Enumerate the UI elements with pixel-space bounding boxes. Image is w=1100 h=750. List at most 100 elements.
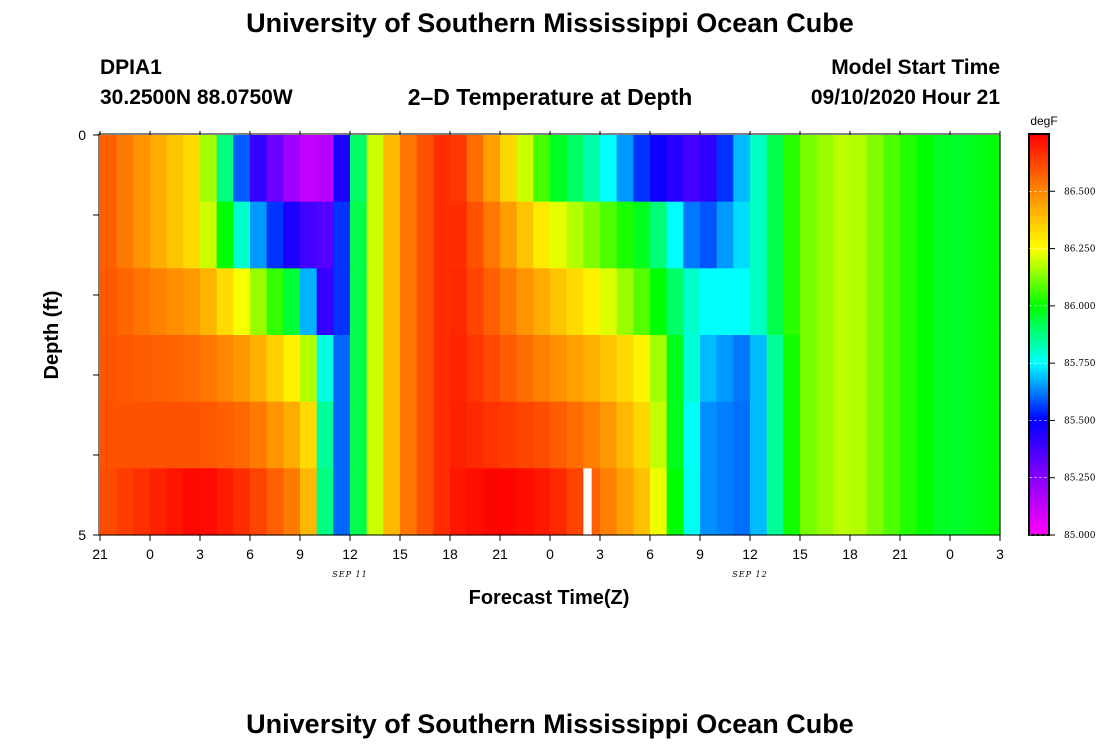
heatmap-cell: [300, 201, 318, 269]
station-id: DPIA1: [100, 56, 162, 79]
x-tick-label: 6: [646, 546, 654, 562]
heatmap-cell: [116, 201, 134, 269]
heatmap-cell: [433, 135, 451, 203]
heatmap-cell: [333, 401, 351, 469]
heatmap-cell: [550, 401, 568, 469]
heatmap-cell: [266, 335, 284, 403]
heatmap-cell: [616, 468, 634, 536]
heatmap-cell: [933, 268, 951, 336]
heatmap-cell: [500, 135, 518, 203]
heatmap-cell: [533, 268, 551, 336]
heatmap-cell: [283, 468, 301, 536]
heatmap-cell: [133, 268, 151, 336]
heatmap-cell: [600, 268, 618, 336]
heatmap-cell: [333, 468, 351, 536]
heatmap-cell: [966, 401, 984, 469]
heatmap-cell: [116, 468, 134, 536]
heatmap-cell: [833, 401, 851, 469]
heatmap-cell: [400, 268, 418, 336]
heatmap-cell: [850, 268, 868, 336]
heatmap-cell: [933, 135, 951, 203]
heatmap-cell: [816, 268, 834, 336]
heatmap-cell: [300, 468, 318, 536]
heatmap-cell: [583, 268, 601, 336]
heatmap-cell: [866, 468, 884, 536]
heatmap-cell: [733, 401, 751, 469]
heatmap-cell: [616, 135, 634, 203]
heatmap-cell: [900, 135, 918, 203]
heatmap-cell: [783, 468, 801, 536]
heatmap-cell: [583, 201, 601, 269]
colorbar-tick-label: 85.000: [1064, 531, 1096, 541]
x-date-label: SEP 12: [732, 570, 767, 579]
heatmap-cell: [766, 135, 784, 203]
heatmap-cell: [166, 335, 184, 403]
heatmap-cell: [300, 135, 318, 203]
heatmap-cell: [400, 201, 418, 269]
heatmap-cell: [333, 135, 351, 203]
heatmap-cell: [650, 268, 668, 336]
heatmap-cell: [733, 135, 751, 203]
heatmap-cell: [666, 135, 684, 203]
model-start-label: Model Start Time: [831, 56, 1000, 79]
heatmap-cell: [750, 268, 768, 336]
heatmap-cell: [233, 268, 251, 336]
heatmap-cell: [883, 135, 901, 203]
heatmap-cell: [316, 335, 334, 403]
heatmap-cell: [833, 201, 851, 269]
heatmap-cell: [566, 468, 584, 536]
x-tick-label: 21: [492, 546, 508, 562]
heatmap-cell: [366, 468, 384, 536]
heatmap-cell: [200, 201, 218, 269]
colorbar-unit: degF: [1030, 114, 1057, 128]
heatmap-cell: [650, 335, 668, 403]
heatmap-cell: [150, 135, 168, 203]
x-tick-label: 3: [996, 546, 1004, 562]
heatmap-cell: [600, 201, 618, 269]
heatmap-cell: [716, 335, 734, 403]
heatmap-cell: [550, 201, 568, 269]
heatmap-cell: [483, 401, 501, 469]
heatmap-cell: [516, 201, 534, 269]
heatmap-cell: [533, 201, 551, 269]
heatmap-cell: [250, 401, 268, 469]
heatmap-cell: [466, 135, 484, 203]
heatmap-cell: [216, 135, 234, 203]
heatmap-cell: [300, 335, 318, 403]
heatmap-cell: [500, 201, 518, 269]
heatmap-cell: [266, 401, 284, 469]
heatmap-cell: [433, 201, 451, 269]
x-axis-label: Forecast Time(Z): [469, 587, 630, 609]
heatmap-cell: [616, 401, 634, 469]
heatmap-cell: [350, 468, 368, 536]
heatmap-cell: [666, 468, 684, 536]
heatmap-cell: [283, 268, 301, 336]
heatmap-cell: [650, 401, 668, 469]
heatmap-cell: [683, 135, 701, 203]
heatmap-cell: [700, 268, 718, 336]
heatmap-cell: [750, 135, 768, 203]
heatmap-cell: [266, 201, 284, 269]
missing-data-cell: [583, 468, 592, 535]
heatmap-cell: [183, 135, 201, 203]
heatmap-cell: [666, 201, 684, 269]
heatmap-cell: [250, 201, 268, 269]
y-axis: 05: [78, 127, 99, 543]
heatmap-cell: [866, 135, 884, 203]
heatmap-cells: [100, 135, 1001, 536]
heatmap-cell: [883, 401, 901, 469]
heatmap-cell: [150, 335, 168, 403]
heatmap-cell: [133, 135, 151, 203]
heatmap-cell: [616, 268, 634, 336]
x-tick-label: 12: [342, 546, 358, 562]
heatmap-cell: [483, 268, 501, 336]
heatmap-cell: [616, 335, 634, 403]
heatmap-cell: [833, 335, 851, 403]
heatmap-cell: [416, 135, 434, 203]
heatmap-cell: [433, 268, 451, 336]
heatmap-cell: [733, 201, 751, 269]
heatmap-cell: [200, 335, 218, 403]
heatmap-cell: [733, 468, 751, 536]
heatmap-cell: [100, 268, 118, 336]
heatmap-cell: [400, 468, 418, 536]
